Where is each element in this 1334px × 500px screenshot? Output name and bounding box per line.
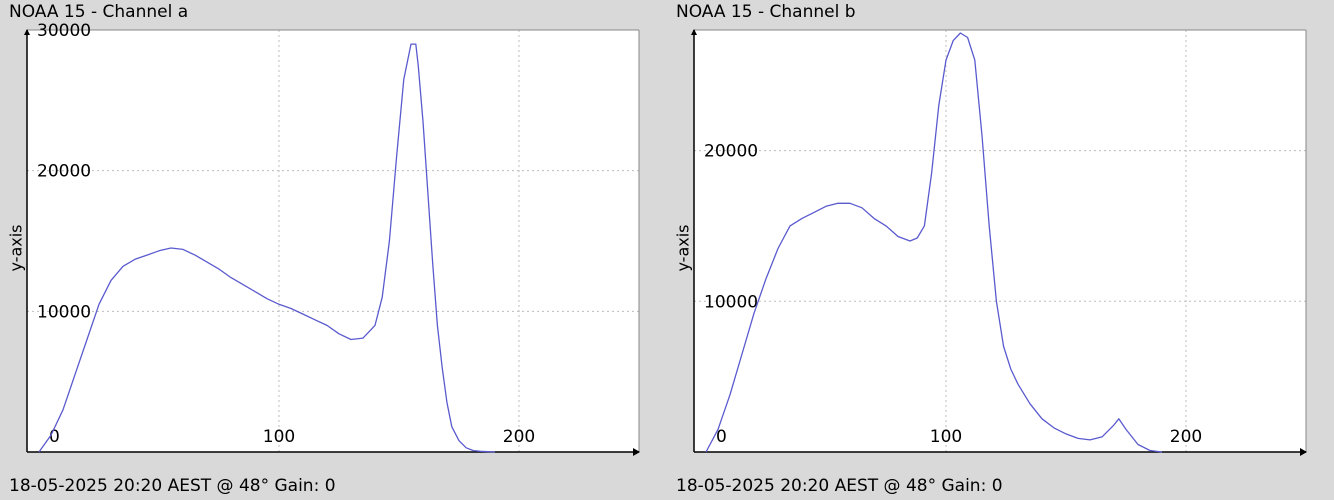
chart-title: NOAA 15 - Channel a [9, 2, 189, 22]
chart-panel-right: NOAA 15 - Channel b 0 100 200 10000 20000 y-… [667, 0, 1334, 500]
x-tick-label: 0 [716, 427, 727, 447]
y-tick-label: 10000 [37, 302, 91, 322]
x-tick-label: 100 [263, 427, 295, 447]
y-axis-arrow [24, 29, 30, 35]
x-tick-label: 200 [1170, 427, 1202, 447]
y-axis-arrow [691, 29, 697, 35]
y-tick-label: 30000 [37, 21, 91, 41]
y-axis-label: y-axis [6, 224, 26, 272]
y-tick-label: 20000 [704, 142, 758, 162]
x-axis-arrow [1300, 448, 1307, 456]
chart-footer: 18-05-2025 20:20 AEST @ 48° Gain: 0 [676, 476, 1003, 496]
chart-title: NOAA 15 - Channel b [676, 2, 856, 22]
x-axis-arrow [633, 448, 640, 456]
y-tick-label: 10000 [704, 292, 758, 312]
series-line [38, 43, 496, 453]
chart-footer: 18-05-2025 20:20 AEST @ 48° Gain: 0 [9, 476, 336, 496]
y-tick-label: 20000 [37, 162, 91, 182]
y-axis-label: y-axis [673, 224, 693, 272]
x-tick-label: 100 [930, 427, 962, 447]
chart-plot: 0 100 200 10000 20000 30000 [24, 21, 640, 456]
chart-panel-left: NOAA 15 - Channel a 0 100 200 10000 20000 300… [6, 2, 640, 496]
plot-area [694, 30, 1306, 452]
x-tick-label: 0 [49, 427, 60, 447]
series-line [705, 32, 1163, 453]
x-tick-label: 200 [503, 427, 535, 447]
plot-area [27, 30, 639, 452]
chart-plot: 0 100 200 10000 20000 [691, 29, 1307, 456]
